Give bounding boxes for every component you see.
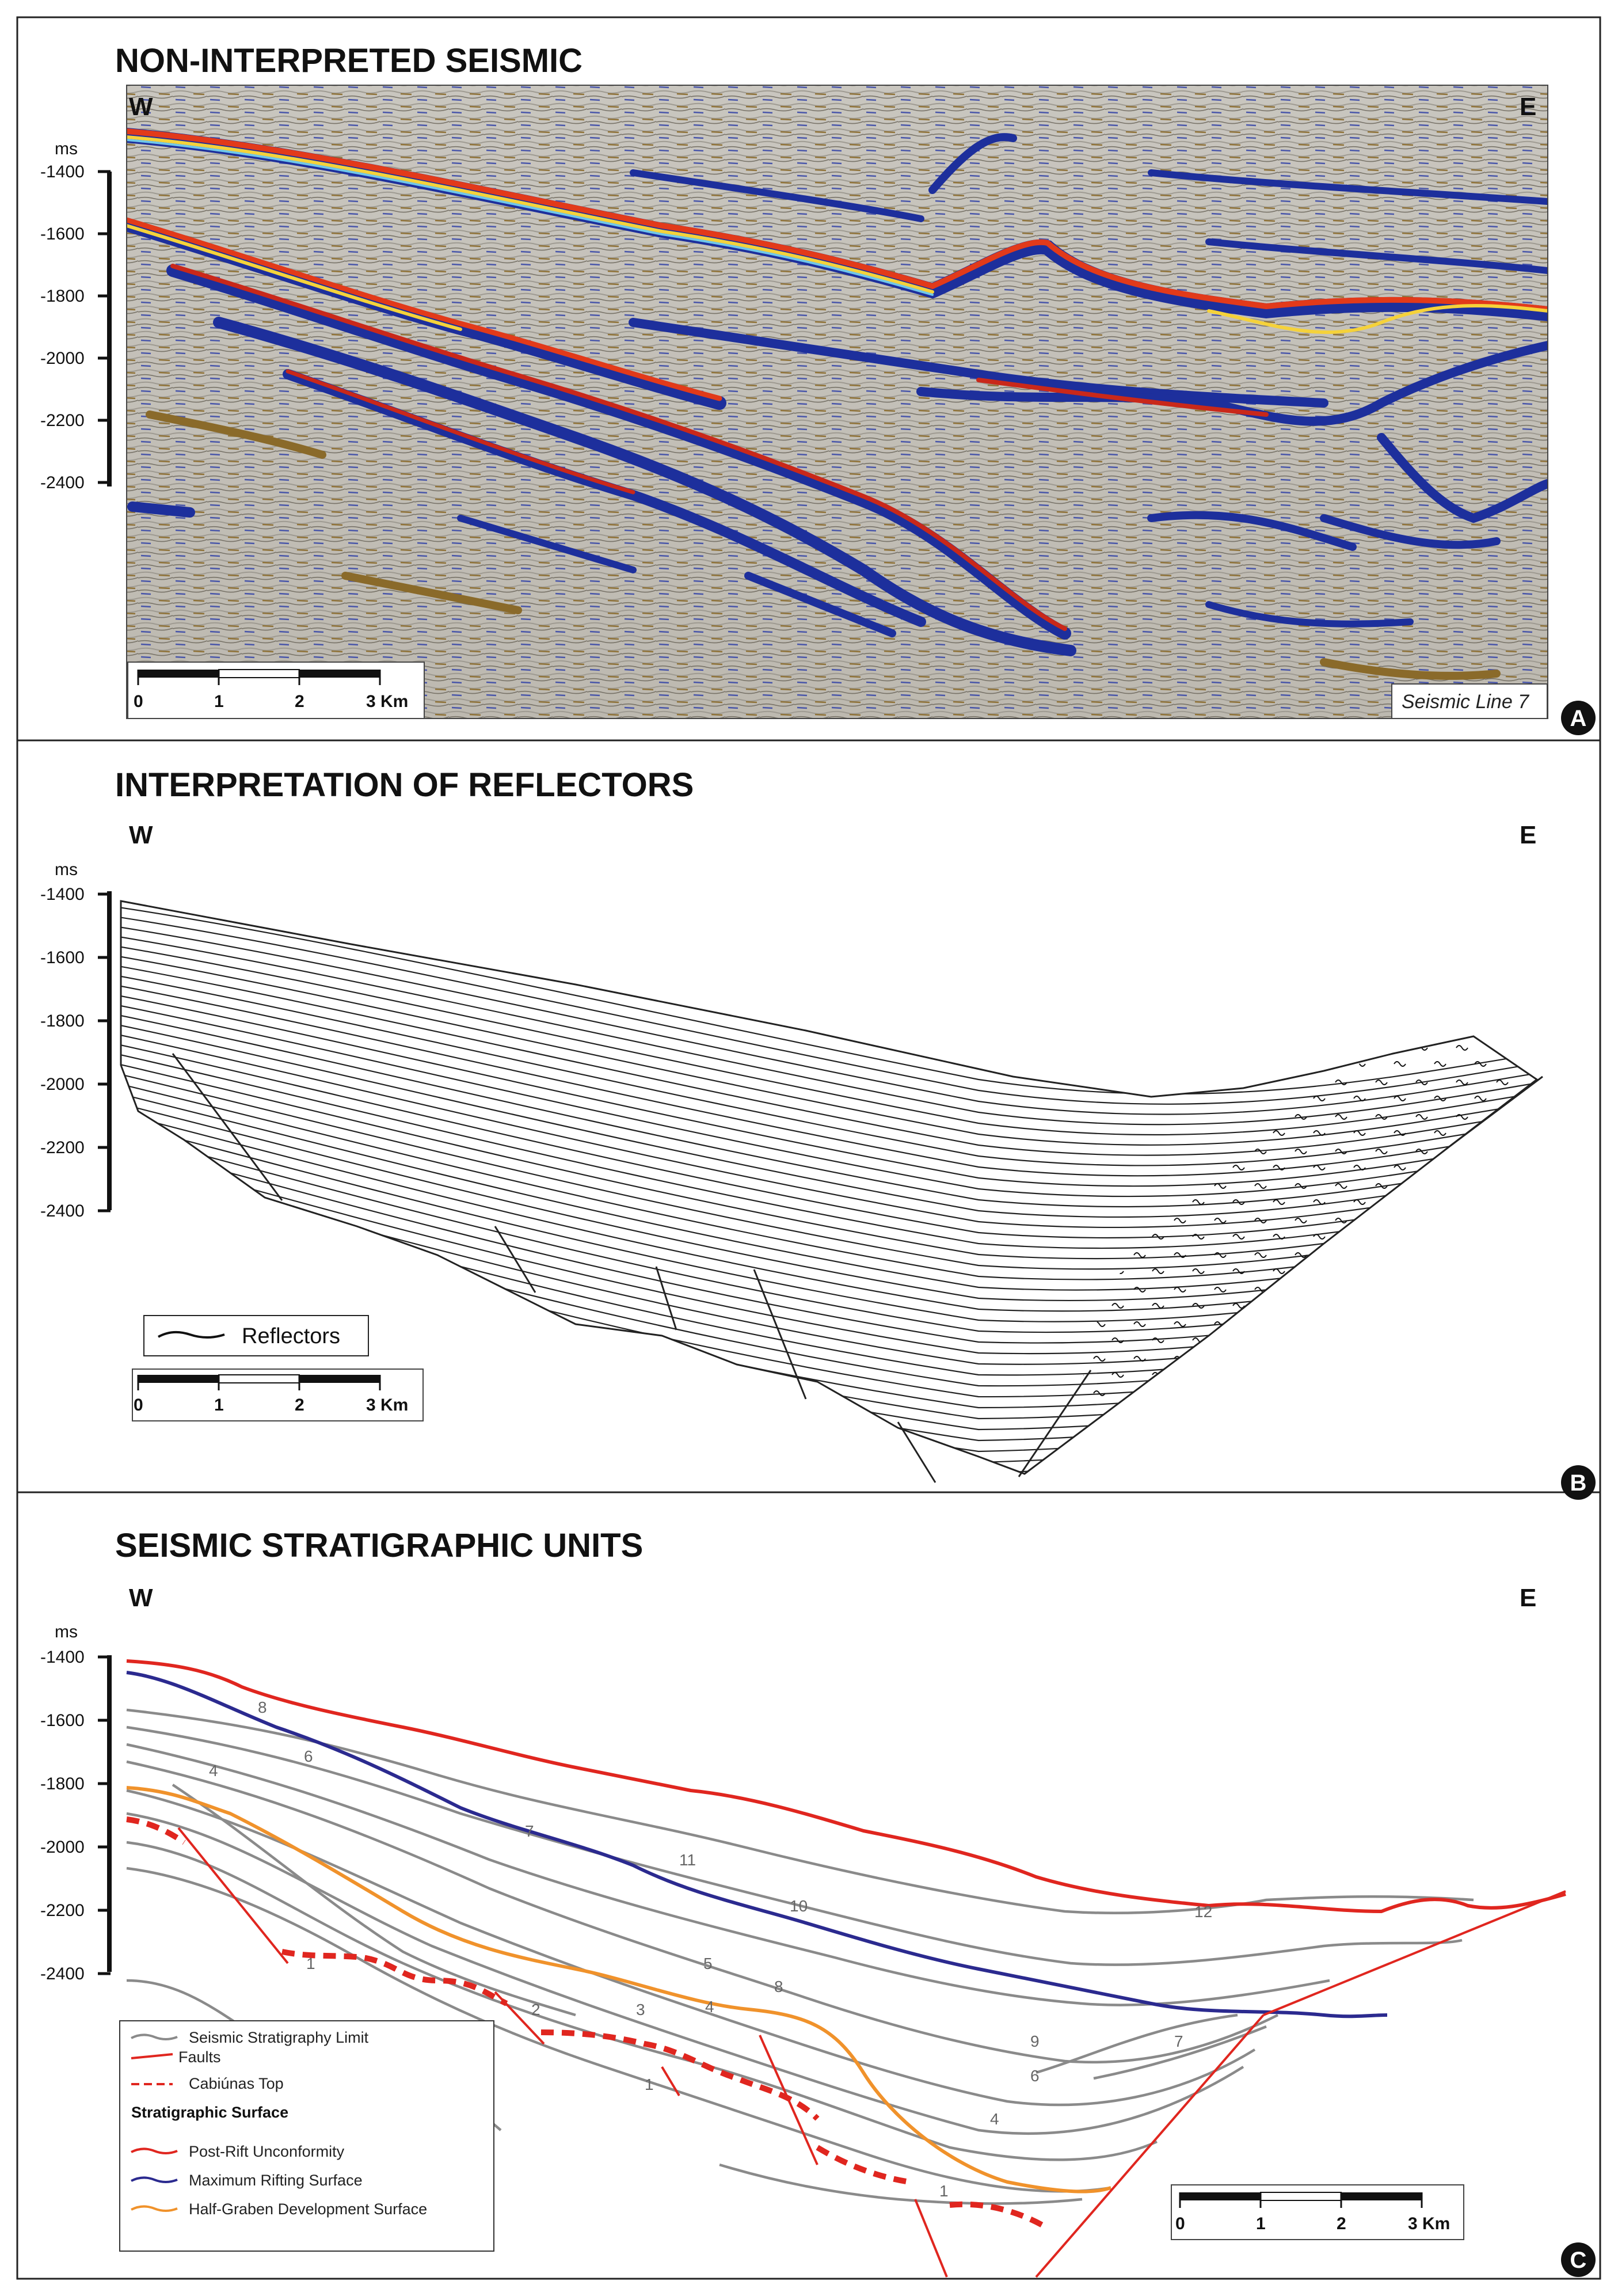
depth-tick-label: -2400 xyxy=(40,1964,85,1983)
panel-b-badge-letter: B xyxy=(1570,1470,1587,1496)
unit-label: 4 xyxy=(209,1762,218,1780)
legend-max-rifting: Maximum Rifting Surface xyxy=(189,2172,363,2189)
depth-tick-label: -1400 xyxy=(40,162,85,181)
depth-tick-label: -2000 xyxy=(40,1075,85,1094)
panel-a-unit: ms xyxy=(55,139,78,158)
unit-label: 6 xyxy=(1030,2067,1040,2085)
scale-b-0: 0 xyxy=(134,1396,143,1415)
legend-half-graben: Half-Graben Development Surface xyxy=(189,2200,427,2218)
scale-c-3: 3 Km xyxy=(1408,2214,1450,2233)
scale-b-1: 1 xyxy=(214,1396,224,1415)
scale-c-2: 2 xyxy=(1337,2214,1346,2233)
unit-label: 10 xyxy=(790,1897,808,1915)
depth-tick-label: -1400 xyxy=(40,1648,85,1667)
depth-tick-label: -1800 xyxy=(40,1774,85,1793)
depth-tick-label: -1800 xyxy=(40,287,85,306)
panel-a-west: W xyxy=(129,93,153,121)
unit-label: 8 xyxy=(774,1978,783,1995)
unit-label: 1 xyxy=(939,2182,949,2200)
scale-a-0: 0 xyxy=(134,692,143,711)
seismic-section xyxy=(127,85,1548,719)
panel-b-title: INTERPRETATION OF REFLECTORS xyxy=(115,766,694,804)
depth-tick-label: -1600 xyxy=(40,948,85,967)
unit-label: 7 xyxy=(1174,2032,1183,2050)
scale-a-2: 2 xyxy=(295,692,304,711)
unit-label: 5 xyxy=(703,1955,713,1972)
panel-c-badge-letter: C xyxy=(1570,2248,1587,2273)
scale-b-3: 3 Km xyxy=(366,1396,408,1415)
legend-post-rift: Post-Rift Unconformity xyxy=(189,2143,345,2160)
depth-tick-label: -1600 xyxy=(40,225,85,244)
unit-label: 9 xyxy=(1030,2032,1040,2050)
legend-strat-limit: Seismic Stratigraphy Limit xyxy=(189,2029,369,2046)
panel-a-title: NON-INTERPRETED SEISMIC xyxy=(115,42,583,79)
unit-label: 1 xyxy=(645,2075,654,2093)
depth-tick-label: -2200 xyxy=(40,411,85,430)
depth-tick-label: -1400 xyxy=(40,885,85,904)
unit-label: 4 xyxy=(705,1998,714,2016)
depth-tick-label: -2200 xyxy=(40,1901,85,1920)
panel-b-legend: Reflectors xyxy=(143,1315,369,1356)
scale-c-0: 0 xyxy=(1175,2214,1185,2233)
unit-label: 6 xyxy=(304,1747,313,1765)
unit-label: 11 xyxy=(679,1851,696,1869)
depth-tick-label: -2000 xyxy=(40,1838,85,1857)
unit-label: 2 xyxy=(531,2001,540,2018)
panel-a-badge-letter: A xyxy=(1570,706,1587,731)
unit-label: 3 xyxy=(636,2001,645,2018)
unit-label: 8 xyxy=(258,1698,267,1716)
unit-label: 1 xyxy=(306,1955,315,1972)
scale-a-1: 1 xyxy=(214,692,224,711)
reflectors-legend-label: Reflectors xyxy=(242,1324,340,1348)
unit-label: 4 xyxy=(990,2110,999,2128)
panel-c-unit: ms xyxy=(55,1622,78,1641)
panel-b-west: W xyxy=(129,821,153,849)
unit-label: 7 xyxy=(525,1822,534,1840)
seismic-line-label: Seismic Line 7 xyxy=(1402,691,1529,713)
panel-c-title: SEISMIC STRATIGRAPHIC UNITS xyxy=(115,1527,643,1564)
panel-c-legend: Seismic Stratigraphy Limit Faults Cabiún… xyxy=(119,2020,494,2252)
depth-tick-label: -2000 xyxy=(40,349,85,368)
scale-b-2: 2 xyxy=(295,1396,304,1415)
panel-c-east: E xyxy=(1520,1584,1536,1612)
depth-tick-label: -2400 xyxy=(40,473,85,492)
legend-cabiunas: Cabiúnas Top xyxy=(189,2075,284,2092)
panel-c-depth-axis: ms -1400 -1600 -1800 -2000 -2200 -2400 xyxy=(40,1622,112,1983)
panel-a-badge xyxy=(1561,701,1596,735)
panel-a-east: E xyxy=(1520,93,1536,121)
panel-a: NON-INTERPRETED SEISMIC xyxy=(40,42,1596,735)
panel-c: SEISMIC STRATIGRAPHIC UNITS W E ms -1400… xyxy=(40,1527,1596,2278)
scale-a-3: 3 Km xyxy=(366,692,408,711)
panel-c-scale-bar: 0 1 2 3 Km xyxy=(1171,2184,1464,2240)
panel-a-scale-bar: 0 1 2 3 Km xyxy=(127,662,425,719)
panel-c-west: W xyxy=(129,1584,153,1612)
panel-b-scale-bar: 0 1 2 3 Km xyxy=(132,1369,424,1421)
depth-tick-label: -2400 xyxy=(40,1202,85,1221)
panel-b-depth-axis: ms -1400 -1600 -1800 -2000 -2200 -2400 xyxy=(40,860,112,1221)
legend-header: Stratigraphic Surface xyxy=(131,2104,288,2121)
depth-tick-label: -1600 xyxy=(40,1711,85,1730)
panel-b-east: E xyxy=(1520,821,1536,849)
depth-tick-label: -1800 xyxy=(40,1012,85,1031)
panel-b-badge xyxy=(1561,1465,1596,1500)
depth-tick-label: -2200 xyxy=(40,1138,85,1157)
legend-faults: Faults xyxy=(178,2048,221,2066)
panel-c-badge xyxy=(1561,2242,1596,2277)
panel-b-unit: ms xyxy=(55,860,78,879)
scale-c-1: 1 xyxy=(1256,2214,1266,2233)
panel-a-depth-axis: ms -1400 -1600 -1800 -2000 -2200 -2400 xyxy=(40,139,112,492)
unit-label: 12 xyxy=(1194,1903,1212,1921)
